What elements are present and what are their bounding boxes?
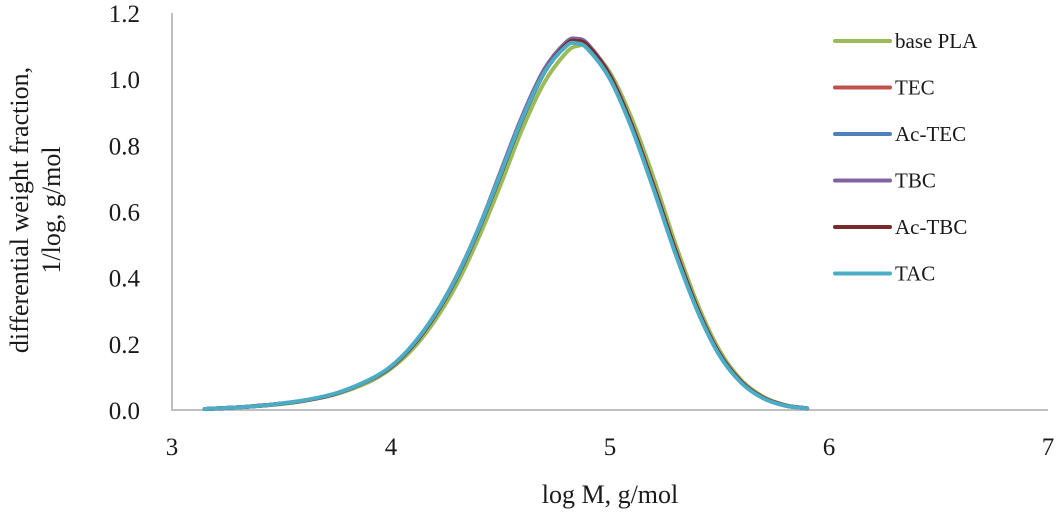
- y-tick-label: 0.0: [109, 398, 140, 425]
- x-axis-title: log M, g/mol: [542, 480, 679, 509]
- legend-label: TAC: [895, 262, 935, 286]
- axes-frame: [171, 13, 1048, 411]
- y-axis-title-line-2: 1/log, g/mol: [37, 146, 66, 273]
- legend: base PLA TEC Ac-TEC TBC Ac-TBC TAC: [833, 29, 978, 286]
- legend-label: Ac-TEC: [895, 122, 966, 146]
- x-tick-label: 3: [166, 434, 179, 461]
- y-axis-title-line-1: differential weight fraction,: [5, 67, 34, 353]
- x-tick-label: 4: [385, 434, 398, 461]
- y-axis-title: differential weight fraction, 1/log, g/m…: [5, 67, 66, 353]
- y-tick-label: 1.0: [109, 67, 140, 94]
- legend-label: base PLA: [895, 29, 978, 53]
- legend-label: TEC: [895, 76, 935, 100]
- series-line-tac: [202, 40, 810, 411]
- y-tick-label: 0.8: [109, 133, 140, 160]
- x-axis-ticks: 3 4 5 6 7: [166, 434, 1055, 461]
- y-axis-ticks: 0.0 0.2 0.4 0.6 0.8 1.0 1.2: [109, 1, 141, 425]
- y-tick-label: 0.6: [109, 200, 140, 227]
- series-lines: [202, 36, 810, 411]
- x-tick-label: 5: [604, 434, 617, 461]
- x-tick-label: 7: [1042, 434, 1055, 461]
- y-tick-label: 0.4: [109, 266, 141, 293]
- y-tick-label: 0.2: [109, 332, 140, 359]
- legend-label: TBC: [895, 169, 936, 193]
- y-tick-label: 1.2: [109, 1, 140, 28]
- legend-label: Ac-TBC: [895, 215, 967, 239]
- x-tick-label: 6: [823, 434, 836, 461]
